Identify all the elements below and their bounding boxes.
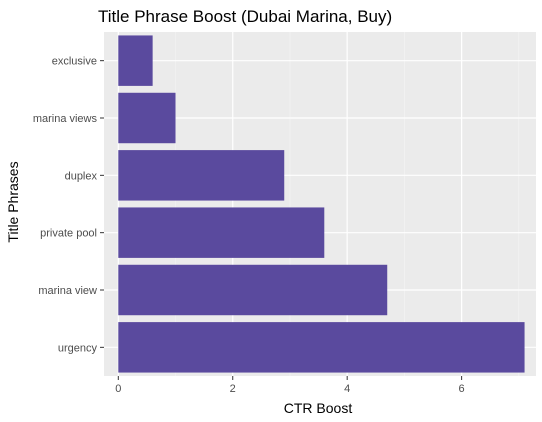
y-tick-label: urgency (58, 342, 98, 354)
x-tick-label: 4 (344, 383, 350, 395)
y-tick-label: marina views (33, 113, 98, 125)
chart-title: Title Phrase Boost (Dubai Marina, Buy) (98, 7, 392, 26)
bar-private-pool (118, 207, 325, 258)
bar-duplex (118, 150, 285, 201)
x-ticks: 0 2 4 6 (115, 376, 465, 395)
plot-panel (104, 32, 536, 376)
y-axis-title: Title Phrases (5, 161, 21, 242)
bars (118, 35, 525, 373)
bar-marina-views (118, 92, 176, 144)
y-ticks: urgency marina view private pool duplex mari… (33, 56, 104, 354)
x-tick-label: 0 (115, 383, 121, 395)
x-tick-label: 6 (459, 383, 465, 395)
bar-marina-view (118, 264, 388, 316)
y-tick-label: exclusive (52, 56, 97, 68)
bar-exclusive (118, 35, 153, 86)
bar-urgency (118, 322, 525, 373)
x-axis-title: CTR Boost (284, 400, 353, 416)
x-tick-label: 2 (230, 383, 236, 395)
y-tick-label: duplex (65, 170, 98, 182)
y-tick-label: private pool (40, 228, 97, 240)
y-tick-label: marina view (38, 285, 97, 297)
